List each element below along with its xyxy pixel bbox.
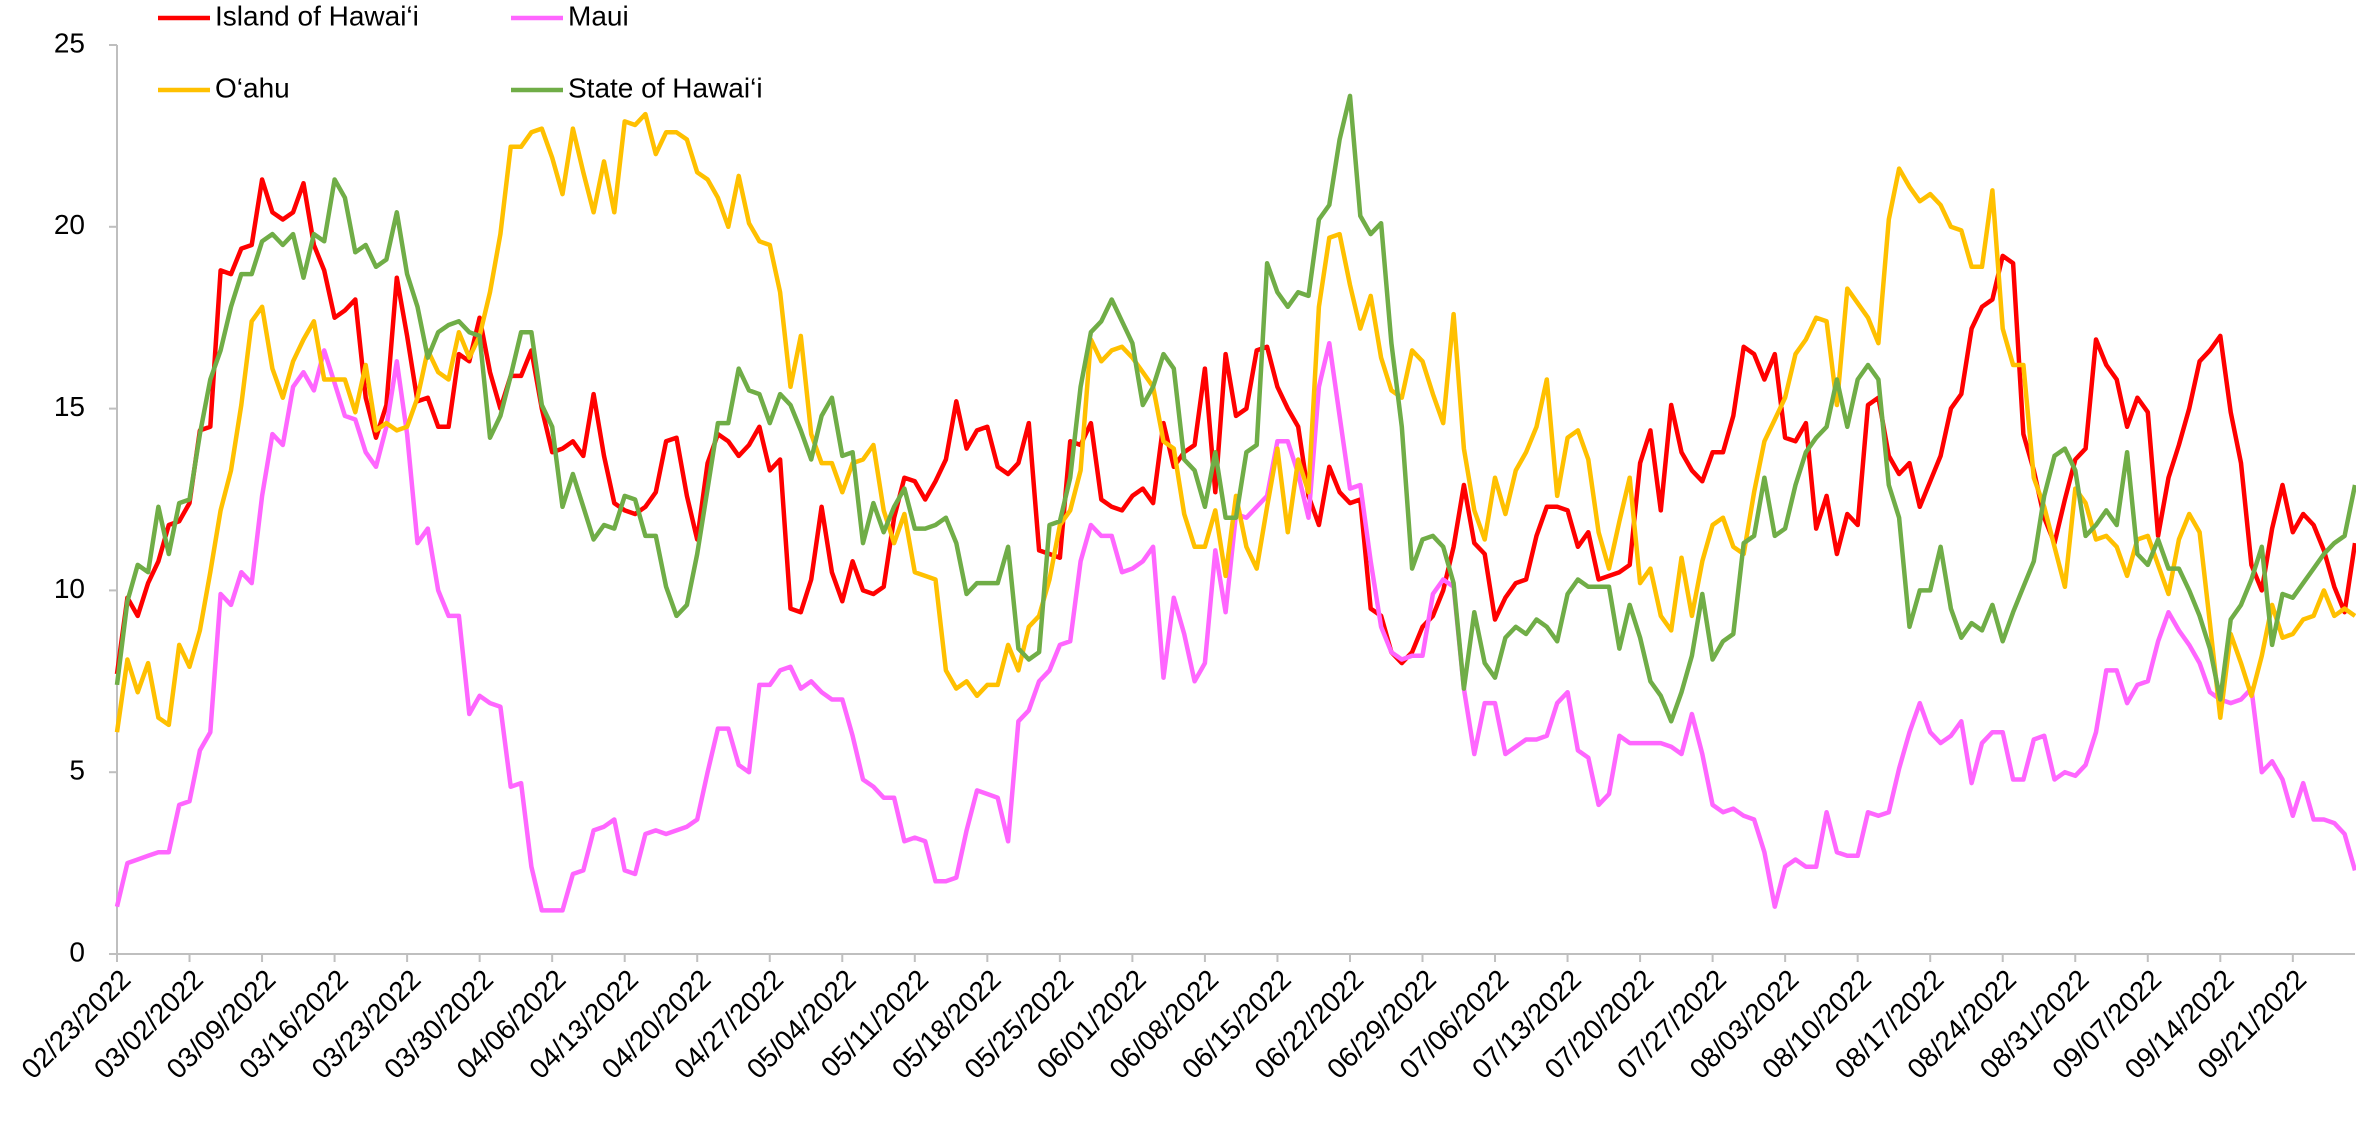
y-tick-label: 15 — [54, 391, 85, 422]
legend-label: Island of Hawai‘i — [215, 0, 419, 31]
y-tick-label: 5 — [69, 755, 85, 786]
legend-label: Maui — [568, 0, 629, 31]
y-tick-label: 20 — [54, 209, 85, 240]
legend-label: O‘ahu — [215, 72, 290, 103]
legend-label: State of Hawai‘i — [568, 72, 763, 103]
series-line — [114, 177, 2356, 675]
y-tick-label: 0 — [69, 936, 85, 967]
y-tick-label: 25 — [54, 27, 85, 58]
series-line — [114, 340, 2356, 913]
series-line — [114, 111, 2356, 733]
y-tick-label: 10 — [54, 573, 85, 604]
series-line — [114, 93, 2356, 724]
